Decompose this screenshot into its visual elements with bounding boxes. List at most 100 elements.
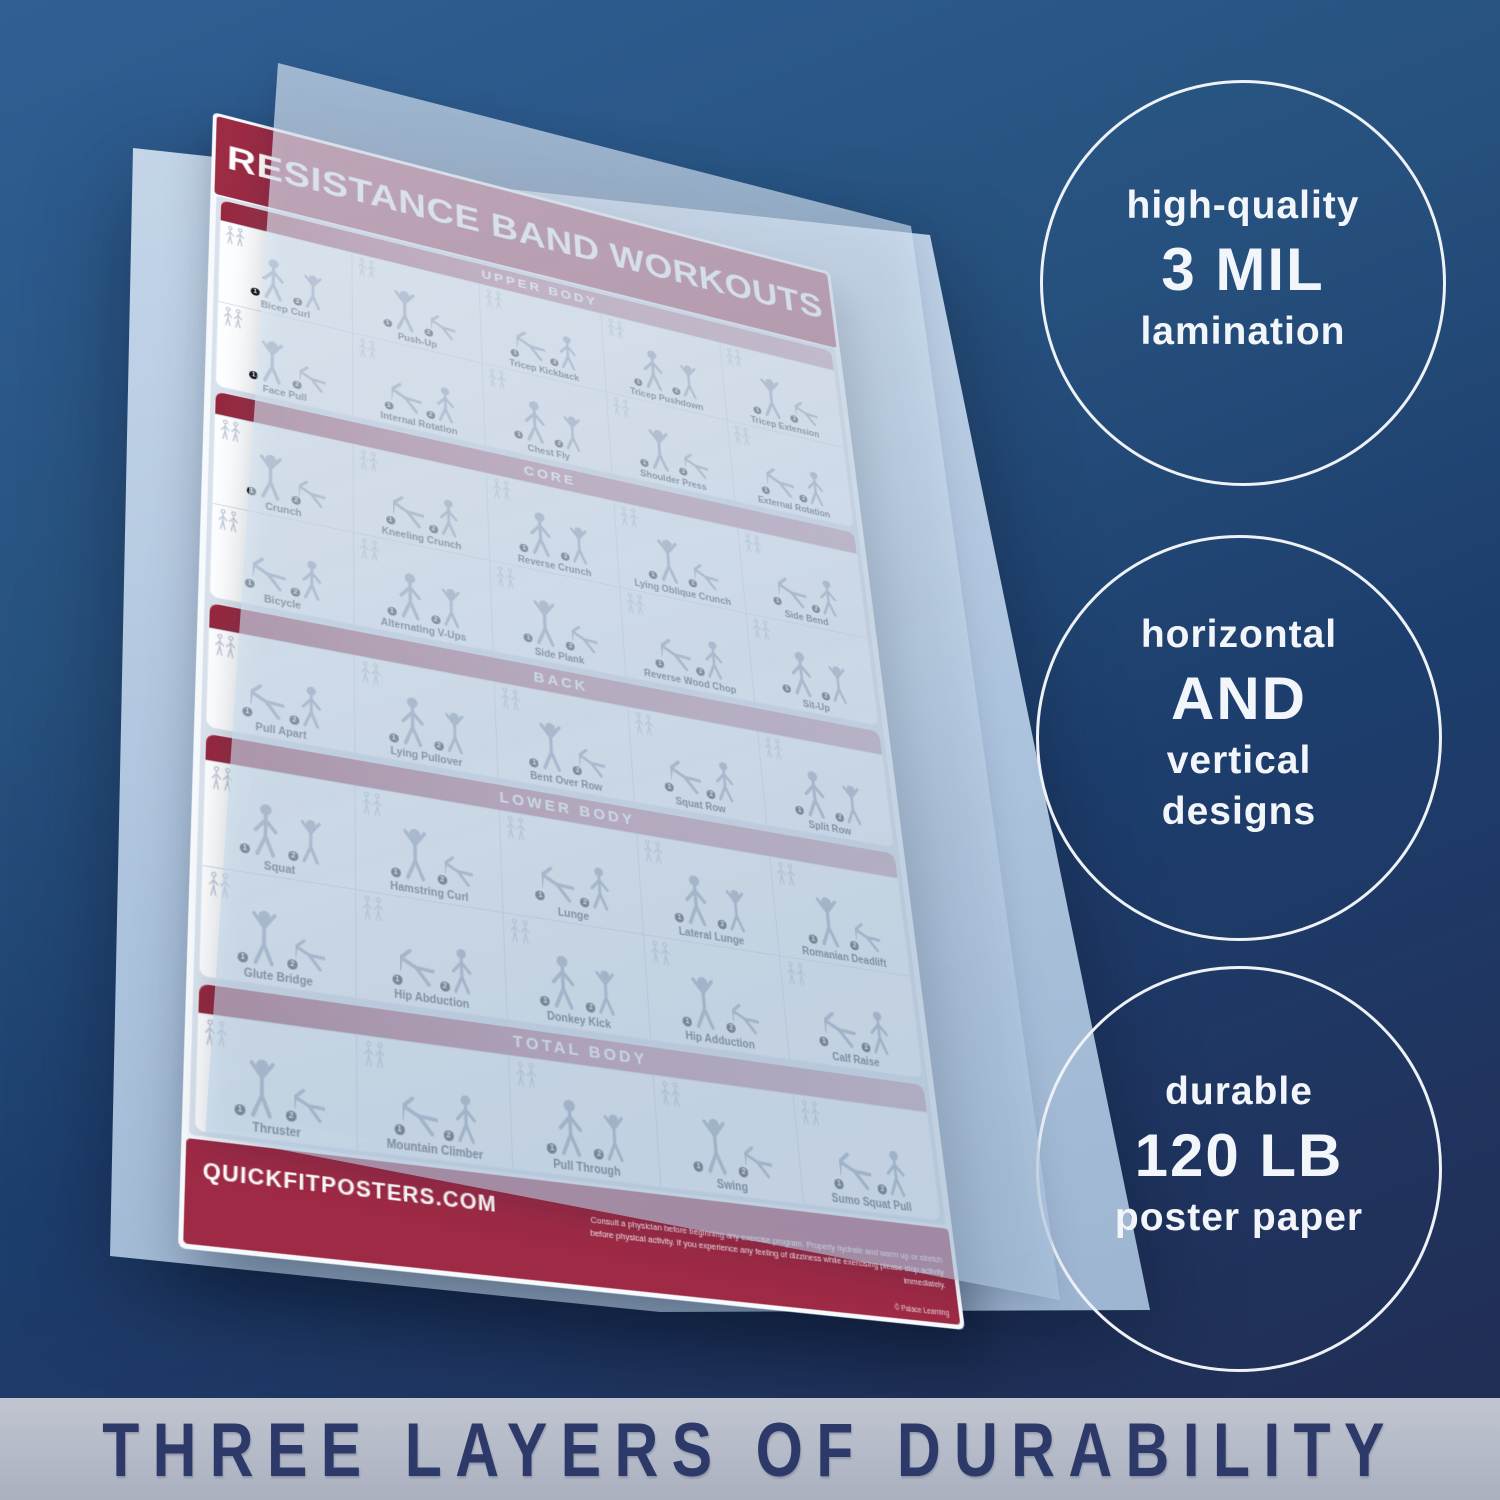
bottom-banner: THREE LAYERS OF DURABILITY	[0, 1398, 1500, 1500]
figure-1: 1	[514, 397, 551, 447]
figure-2: 2	[289, 682, 325, 731]
figure-2: 2	[554, 412, 586, 454]
figure-2: 2	[550, 332, 581, 373]
exercise-figure-icon	[525, 511, 557, 560]
feature-circle-paper: durable 120 LB poster paper	[1036, 966, 1442, 1372]
exercise-figure-icon	[396, 696, 429, 750]
exercise-figure-icon	[398, 824, 432, 884]
exercise-figure-icon	[236, 540, 285, 595]
exercise-figure-icon	[784, 389, 819, 429]
exercise-figure-icon	[258, 258, 289, 304]
figure-1: 1	[234, 1055, 281, 1121]
exercise-cell: 1 2 Donkey Kick	[503, 913, 652, 1040]
figure-2: 2	[811, 576, 841, 619]
figure-1: 1	[377, 479, 424, 532]
figure-1: 1	[388, 693, 429, 750]
figure-2: 2	[443, 1091, 481, 1146]
step-number-badge: 2	[434, 740, 444, 752]
step-number-badge: 2	[439, 980, 450, 993]
feature-circle-text: horizontal AND vertical designs	[1141, 610, 1337, 837]
figure-1: 1	[655, 743, 703, 798]
poster-disclaimer: Consult a physician before beginning any…	[589, 1214, 947, 1290]
figure-1: 1	[526, 848, 576, 907]
figure-2: 2	[560, 611, 599, 656]
figure-1: 1	[237, 906, 282, 969]
exercise-figure-icon	[503, 316, 546, 364]
feature-text-line: durable	[1165, 1069, 1313, 1113]
exercise-cell: 1 2 Mountain Climber	[356, 1035, 513, 1169]
figure-2: 2	[279, 1071, 325, 1127]
exercise-figure-icon	[296, 816, 325, 867]
exercise-cell: 1 2 Thruster	[195, 1013, 358, 1151]
exercise-figure-icon	[638, 349, 669, 394]
figure-1: 1	[823, 1133, 873, 1195]
exercise-figure-icon	[377, 479, 424, 532]
exercise-cell: 1 2 Pull Through	[508, 1055, 662, 1187]
feature-text-line: poster paper	[1114, 1195, 1364, 1239]
figure-1: 1	[250, 254, 289, 304]
figure-1: 1	[384, 1076, 438, 1141]
figure-1: 1	[503, 316, 546, 364]
figure-2: 2	[434, 709, 468, 757]
exercise-figure-icon	[383, 929, 434, 991]
figure-2: 2	[784, 389, 819, 429]
exercise-figure-icon	[394, 572, 426, 623]
figure-1: 1	[808, 893, 846, 950]
exercise-figure-icon	[591, 967, 621, 1018]
exercise-figure-icon	[440, 709, 468, 757]
exercise-figure-icon	[384, 1076, 438, 1141]
exercise-figure-icon	[520, 400, 551, 447]
feature-text-line: 120 LB	[1134, 1121, 1344, 1189]
figure-2: 2	[717, 886, 752, 935]
exercise-figure-icon	[802, 471, 829, 509]
figure-2: 2	[281, 922, 325, 975]
figure-2: 2	[287, 353, 325, 396]
figure-2: 2	[861, 1008, 894, 1058]
figure-1: 1	[693, 1115, 734, 1178]
exercise-figure-icon	[243, 1055, 281, 1121]
figure-2: 2	[731, 1129, 774, 1182]
figure-1: 1	[648, 535, 685, 586]
figure-2: 2	[290, 557, 325, 604]
exercise-figure-icon	[600, 1111, 631, 1165]
figure-2: 2	[673, 441, 709, 482]
figure-1: 1	[809, 993, 857, 1052]
exercise-figure-icon	[256, 336, 288, 387]
feature-circle-text: durable 120 LB poster paper	[1115, 1067, 1363, 1243]
exercise-figure-icon	[653, 535, 685, 586]
exercise-cell: 1 2 Swing	[654, 1075, 805, 1204]
figure-1: 1	[753, 453, 796, 502]
step-number-badge: 1	[239, 842, 250, 854]
figure-2: 2	[439, 945, 477, 997]
exercise-figure-icon	[585, 866, 614, 913]
feature-text-line: 3 MIL	[1161, 235, 1325, 303]
figure-1: 1	[519, 508, 557, 560]
figure-2: 2	[431, 585, 464, 631]
exercise-cell: 1 2 Sumo Squat Pull	[793, 1094, 941, 1221]
feature-text-line: AND	[1170, 665, 1307, 733]
figure-1: 1	[764, 561, 809, 612]
exercise-figure-icon	[431, 840, 473, 890]
exercise-figure-icon	[234, 666, 284, 724]
exercise-figure-icon	[297, 685, 325, 731]
exercise-figure-icon	[285, 466, 326, 511]
step-number-badge: 2	[287, 958, 298, 971]
exercise-figure-icon	[389, 286, 419, 335]
figure-1: 1	[634, 346, 669, 394]
figure-2: 2	[799, 468, 829, 509]
figure-1: 1	[383, 929, 434, 991]
step-number-badge: 2	[443, 1129, 454, 1142]
figure-1: 1	[390, 824, 432, 884]
step-number-badge: 2	[288, 850, 299, 862]
exercise-figure-icon	[676, 361, 702, 401]
exercise-figure-icon	[279, 1071, 325, 1127]
figure-1: 1	[547, 1095, 589, 1159]
exercise-figure-icon	[552, 1099, 589, 1159]
exercise-figure-icon	[566, 523, 593, 567]
